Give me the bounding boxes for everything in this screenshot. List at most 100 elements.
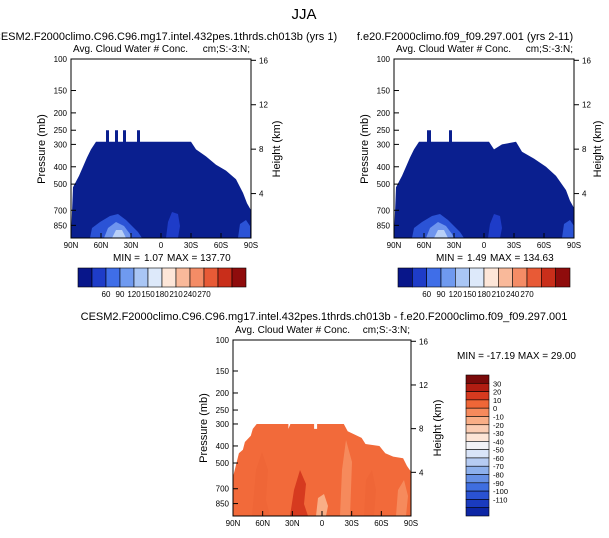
x-tick-label: 90S [567, 241, 581, 250]
y-axis-right: 16 12 8 4 [574, 56, 591, 199]
x-tick-label: 60N [417, 241, 432, 250]
colorbar-swatch [512, 267, 528, 288]
colorbar-swatch [465, 499, 490, 509]
y-axis-right-label: Height (km) [432, 400, 444, 457]
y-tick-label: 150 [377, 87, 391, 96]
colorbar-label: -100 [493, 487, 508, 496]
colorbar-swatch [465, 424, 490, 434]
colorbar-swatch [465, 449, 490, 459]
x-tick-label: 0 [159, 241, 164, 250]
panel-title: CESM2.F2000climo.C96.C96.mg17.intel.432p… [81, 311, 568, 323]
y-axis-right-label: Height (km) [271, 121, 283, 178]
colorbar-swatch [91, 267, 107, 288]
colorbar-swatch [465, 382, 490, 392]
colorbar-swatch [77, 267, 93, 288]
y-tick-label: 500 [377, 180, 391, 189]
contour-highlight [90, 212, 250, 238]
colorbar-swatch [455, 267, 470, 288]
y-tick-label: 850 [54, 221, 68, 230]
colorbar-label: 210 [492, 290, 506, 299]
contour-highlight [252, 440, 408, 516]
x-tick-label: 0 [320, 519, 325, 528]
y-tick-label: 200 [54, 109, 68, 118]
colorbar-label: -40 [493, 437, 504, 446]
contour-field [394, 130, 574, 238]
colorbar-swatch [465, 457, 490, 467]
right-string: cm;S:-3:N; [526, 44, 573, 55]
colorbar-swatch [217, 267, 233, 288]
y-tick-label: 850 [377, 221, 391, 230]
y-right-tick-label: 16 [419, 337, 428, 346]
colorbar-swatch [498, 267, 513, 288]
y-right-tick-label: 8 [259, 145, 264, 154]
y-right-tick-label: 8 [419, 425, 424, 434]
min-value: 1.49 [467, 253, 487, 264]
y-tick-label: 500 [54, 180, 68, 189]
y-tick-label: 150 [216, 367, 230, 376]
x-tick-label: 90N [64, 241, 79, 250]
y-tick-label: 100 [216, 336, 230, 345]
left-string: Avg. Cloud Water # Conc. [396, 44, 511, 55]
y-tick-label: 400 [54, 163, 68, 172]
minmax-label: MIN = -17.19 MAX = 29.00 [457, 351, 576, 362]
colorbar-swatch [105, 267, 121, 288]
y-tick-label: 300 [216, 420, 230, 429]
colorbar-label: 240 [183, 290, 197, 299]
colorbar-label: 180 [477, 290, 491, 299]
figure-title: JJA [291, 6, 316, 23]
y-tick-label: 250 [54, 126, 68, 135]
y-tick-label: 200 [377, 109, 391, 118]
colorbar-label: -70 [493, 462, 504, 471]
y-tick-label: 400 [216, 442, 230, 451]
y-axis-right: 16 12 8 4 [411, 337, 428, 477]
x-tick-label: 90N [226, 519, 241, 528]
colorbar-swatch [465, 465, 490, 475]
colorbar-swatch [526, 267, 542, 288]
contour-band-2 [290, 470, 308, 516]
contour-band-4 [166, 212, 180, 238]
y-axis-label: Pressure (mb) [198, 393, 210, 463]
x-tick-label: 90N [387, 241, 402, 250]
colorbar-label: 240 [506, 290, 520, 299]
colorbar-swatch [161, 267, 177, 288]
y-right-tick-label: 16 [259, 56, 268, 65]
y-tick-label: 500 [216, 459, 230, 468]
colorbar-label: 150 [141, 290, 155, 299]
y-right-tick-label: 12 [419, 381, 428, 390]
colorbar-label: 0 [493, 404, 497, 413]
y-right-tick-label: 4 [259, 190, 264, 199]
y-tick-label: 100 [54, 55, 68, 64]
colorbar-label: -80 [493, 471, 504, 480]
y-tick-label: 700 [216, 485, 230, 494]
y-tick-label: 150 [54, 87, 68, 96]
y-right-tick-label: 4 [419, 468, 424, 477]
colorbar-label: -110 [493, 495, 507, 504]
colorbar-swatch [465, 490, 490, 500]
y-tick-label: 300 [54, 140, 68, 149]
colorbar-swatch [465, 374, 490, 384]
colorbar: 60 90 120 150 180 210 240 270 [77, 267, 247, 299]
contour-band-4 [340, 440, 352, 516]
panel-title: CESM2.F2000climo.C96.C96.mg17.intel.432p… [0, 31, 337, 43]
colorbar-swatch [440, 267, 456, 288]
x-tick-label: 60N [94, 241, 109, 250]
y-tick-label: 100 [377, 55, 391, 64]
contour-band-3 [112, 230, 126, 238]
colorbar-swatch [203, 267, 219, 288]
colorbar-swatch [465, 441, 490, 450]
colorbar-swatch [465, 432, 490, 442]
panel-difference: CESM2.F2000climo.C96.C96.mg17.intel.432p… [81, 311, 577, 528]
y-right-tick-label: 4 [582, 190, 587, 199]
colorbar-label: 90 [116, 290, 125, 299]
contour-band-3 [316, 494, 328, 516]
x-tick-label: 30N [124, 241, 139, 250]
colorbar-label: 90 [437, 290, 446, 299]
y-right-tick-label: 8 [582, 145, 587, 154]
colorbar-swatch [465, 407, 490, 417]
colorbar-label: 120 [127, 290, 141, 299]
colorbar-label: -30 [493, 429, 504, 438]
left-string: Avg. Cloud Water # Conc. [235, 325, 350, 336]
min-label: MIN = [113, 253, 140, 264]
x-tick-label: 60N [255, 519, 270, 528]
